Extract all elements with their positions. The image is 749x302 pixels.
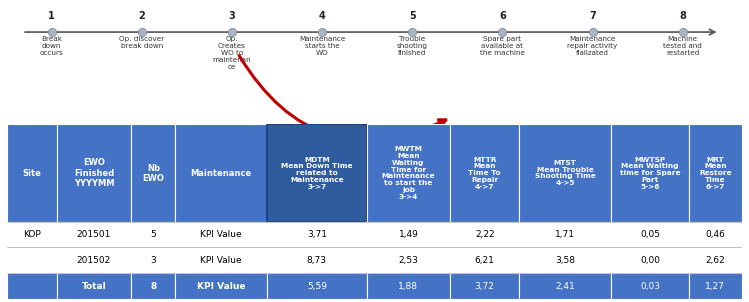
Bar xyxy=(611,124,689,222)
Text: Op. discover
break down: Op. discover break down xyxy=(119,36,164,49)
Text: 1,27: 1,27 xyxy=(706,281,725,291)
Text: KPI Value: KPI Value xyxy=(200,256,242,265)
Text: 0,03: 0,03 xyxy=(640,281,660,291)
Text: MWTM
Mean
Waiting
Time for
Maintenance
to start the
job
3->4: MWTM Mean Waiting Time for Maintenance t… xyxy=(381,146,435,200)
Text: 5,59: 5,59 xyxy=(307,281,327,291)
Text: MTTR
Mean
Time To
Repair
4->7: MTTR Mean Time To Repair 4->7 xyxy=(468,156,501,190)
Bar xyxy=(611,222,689,248)
Text: EWO
Finished
YYYYMM: EWO Finished YYYYMM xyxy=(73,159,114,188)
Text: 8,73: 8,73 xyxy=(307,256,327,265)
Text: 3,71: 3,71 xyxy=(307,230,327,239)
Bar xyxy=(367,222,450,248)
Bar xyxy=(611,248,689,273)
Bar xyxy=(520,273,611,299)
Bar xyxy=(689,124,742,222)
Bar xyxy=(267,124,367,222)
Text: KPI Value: KPI Value xyxy=(200,230,242,239)
Bar xyxy=(689,248,742,273)
Bar xyxy=(131,124,175,222)
Bar xyxy=(689,273,742,299)
Text: Total: Total xyxy=(82,281,106,291)
Bar xyxy=(450,273,520,299)
Text: 1,88: 1,88 xyxy=(398,281,419,291)
Bar xyxy=(7,222,57,248)
Bar xyxy=(175,273,267,299)
Text: Maintenance
repair activity
fializated: Maintenance repair activity fializated xyxy=(568,36,618,56)
Bar xyxy=(131,222,175,248)
Text: 5: 5 xyxy=(151,230,156,239)
Text: 6: 6 xyxy=(499,11,506,21)
Bar xyxy=(175,248,267,273)
Bar xyxy=(450,124,520,222)
Text: Op.
Creates
WO to
maintenan
ce: Op. Creates WO to maintenan ce xyxy=(213,36,251,70)
Text: 8: 8 xyxy=(150,281,157,291)
Text: MRT
Mean
Restore
Time
6->7: MRT Mean Restore Time 6->7 xyxy=(699,156,732,190)
Bar xyxy=(450,248,520,273)
Bar xyxy=(57,222,131,248)
Text: Spare part
available at
the machine: Spare part available at the machine xyxy=(480,36,525,56)
Text: 6,21: 6,21 xyxy=(475,256,494,265)
Text: 0,00: 0,00 xyxy=(640,256,660,265)
Bar xyxy=(689,222,742,248)
Bar xyxy=(267,248,367,273)
Bar xyxy=(611,273,689,299)
Text: 3: 3 xyxy=(151,256,156,265)
Text: 201501: 201501 xyxy=(76,230,111,239)
Text: Maintenance: Maintenance xyxy=(190,169,252,178)
Bar xyxy=(367,124,450,222)
Bar xyxy=(175,124,267,222)
Text: 3,72: 3,72 xyxy=(475,281,494,291)
Text: Trouble
shooting
finished: Trouble shooting finished xyxy=(397,36,428,56)
Text: Maintenance
starts the
WO: Maintenance starts the WO xyxy=(299,36,345,56)
Bar xyxy=(450,222,520,248)
Bar xyxy=(7,248,57,273)
Bar xyxy=(131,273,175,299)
Text: 2,53: 2,53 xyxy=(398,256,419,265)
Bar xyxy=(175,222,267,248)
Text: 8: 8 xyxy=(679,11,686,21)
Text: Machine
tested and
restarted: Machine tested and restarted xyxy=(664,36,703,56)
Text: 4: 4 xyxy=(318,11,326,21)
Text: 1: 1 xyxy=(48,11,55,21)
Text: MWTSP
Mean Waiting
time for Spare
Part
5->6: MWTSP Mean Waiting time for Spare Part 5… xyxy=(619,156,680,190)
Text: 2: 2 xyxy=(139,11,145,21)
Text: KOP: KOP xyxy=(23,230,41,239)
Text: Nb
EWO: Nb EWO xyxy=(142,163,164,183)
Bar xyxy=(57,124,131,222)
Text: 1,71: 1,71 xyxy=(555,230,575,239)
Bar xyxy=(520,222,611,248)
Text: 2,22: 2,22 xyxy=(475,230,494,239)
Text: KPI Value: KPI Value xyxy=(197,281,246,291)
Bar xyxy=(7,273,57,299)
Text: 3,58: 3,58 xyxy=(555,256,575,265)
Text: 3: 3 xyxy=(228,11,235,21)
Bar xyxy=(57,248,131,273)
Text: MDTM
Mean Down Time
related to
Maintenance
3->7: MDTM Mean Down Time related to Maintenan… xyxy=(281,156,353,190)
Text: 7: 7 xyxy=(589,11,596,21)
Text: 5: 5 xyxy=(409,11,416,21)
Text: 0,46: 0,46 xyxy=(706,230,725,239)
Bar xyxy=(7,124,57,222)
Text: Break
down
occurs: Break down occurs xyxy=(40,36,64,56)
Bar xyxy=(267,273,367,299)
Bar xyxy=(267,222,367,248)
Text: Site: Site xyxy=(22,169,41,178)
Text: 2,41: 2,41 xyxy=(555,281,575,291)
Text: 201502: 201502 xyxy=(77,256,111,265)
Text: 2,62: 2,62 xyxy=(706,256,725,265)
Bar xyxy=(367,248,450,273)
Bar xyxy=(367,273,450,299)
Bar xyxy=(57,273,131,299)
Bar xyxy=(520,124,611,222)
Text: 0,05: 0,05 xyxy=(640,230,660,239)
Text: 1,49: 1,49 xyxy=(398,230,419,239)
Bar xyxy=(520,248,611,273)
Bar xyxy=(131,248,175,273)
Text: MTST
Mean Trouble
Shooting Time
4->5: MTST Mean Trouble Shooting Time 4->5 xyxy=(535,160,595,186)
FancyArrowPatch shape xyxy=(239,56,446,140)
